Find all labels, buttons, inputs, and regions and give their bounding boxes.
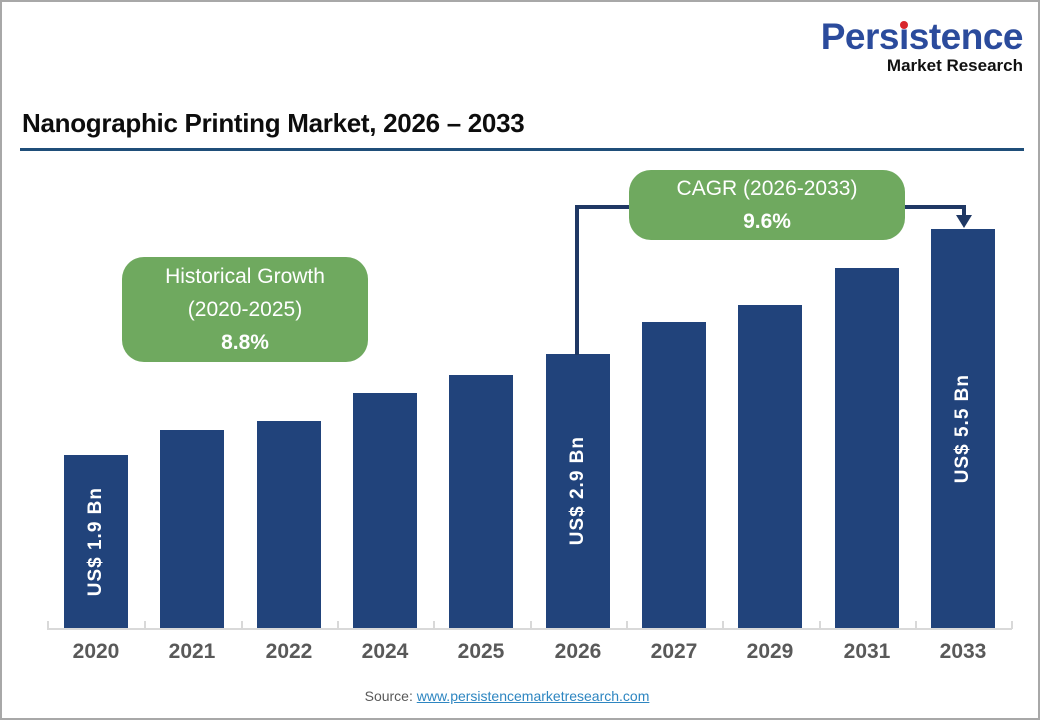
axis-tick <box>47 621 49 629</box>
bar-2022 <box>257 421 321 628</box>
axis-tick <box>241 621 243 629</box>
x-axis-label-2025: 2025 <box>457 640 505 663</box>
axis-tick <box>433 621 435 629</box>
bar-2027 <box>642 322 706 628</box>
axis-tick <box>1011 621 1013 629</box>
cagr-value: 9.6% <box>743 210 791 233</box>
bar-2024 <box>353 393 417 628</box>
connector-horizontal-right <box>892 205 966 209</box>
connector-vertical-2033 <box>962 205 966 217</box>
historical-growth-label: Historical Growth <box>165 265 325 288</box>
historical-growth-callout: Historical Growth (2020-2025) 8.8% <box>122 257 368 362</box>
historical-growth-period: (2020-2025) <box>187 298 303 321</box>
logo-letter-i: ı <box>899 18 909 55</box>
x-axis-label-2027: 2027 <box>650 640 698 663</box>
logo-dotless-i: ı <box>898 16 909 57</box>
x-axis-label-2021: 2021 <box>168 640 216 663</box>
logo-wordmark: Persı stence <box>820 16 1024 57</box>
axis-tick <box>144 621 146 629</box>
historical-growth-value: 8.8% <box>221 331 269 354</box>
x-axis-label-2024: 2024 <box>361 640 409 663</box>
persistence-logo: Persı stence Market Research <box>820 16 1024 76</box>
source-prefix: Source: <box>364 688 417 704</box>
arrow-down-icon <box>956 215 972 228</box>
x-axis-label-2033: 2033 <box>939 640 987 663</box>
bar-2025 <box>449 375 513 628</box>
x-axis-line <box>47 628 1012 630</box>
bar-value-label-2026: US$ 2.9 Bn <box>567 436 588 546</box>
bar-2026: US$ 2.9 Bn <box>546 354 610 628</box>
source-link[interactable]: www.persistencemarketresearch.com <box>416 688 650 704</box>
logo-text-part1: Pers <box>820 16 900 57</box>
x-axis-label-2020: 2020 <box>72 640 120 663</box>
x-axis-label-2026: 2026 <box>554 640 602 663</box>
cagr-label: CAGR (2026-2033) <box>676 177 858 200</box>
axis-tick <box>530 621 532 629</box>
bar-2021 <box>160 430 224 628</box>
bar-value-label-2033: US$ 5.5 Bn <box>952 373 973 484</box>
logo-red-dot-icon <box>899 21 908 29</box>
axis-tick <box>626 621 628 629</box>
title-underline <box>20 148 1024 151</box>
axis-tick <box>819 621 821 629</box>
axis-tick <box>337 621 339 629</box>
bar-2020: US$ 1.9 Bn <box>64 455 128 628</box>
x-axis-label-2022: 2022 <box>265 640 313 663</box>
source-line: Source: www.persistencemarketresearch.co… <box>2 688 1012 704</box>
x-axis-label-2029: 2029 <box>746 640 794 663</box>
connector-horizontal-left <box>575 205 645 209</box>
logo-text-part2: stence <box>908 16 1024 57</box>
bar-2029 <box>738 305 802 628</box>
axis-tick <box>722 621 724 629</box>
x-axis-label-2031: 2031 <box>843 640 891 663</box>
axis-tick <box>915 621 917 629</box>
bar-2031 <box>835 268 899 628</box>
connector-vertical-2026 <box>575 205 579 355</box>
cagr-callout: CAGR (2026-2033) 9.6% <box>629 170 905 240</box>
bar-value-label-2020: US$ 1.9 Bn <box>85 486 106 597</box>
bar-2033: US$ 5.5 Bn <box>931 229 995 628</box>
logo-subtitle: Market Research <box>886 56 1023 75</box>
page-title: Nanographic Printing Market, 2026 – 2033 <box>22 108 525 138</box>
